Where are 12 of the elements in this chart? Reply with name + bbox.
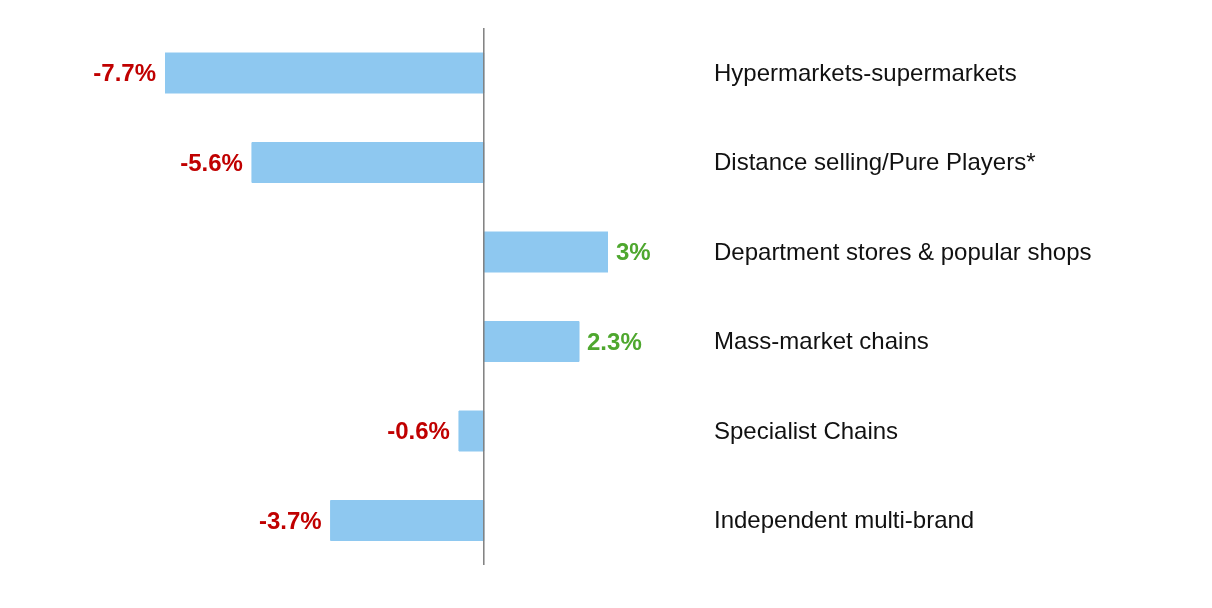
y-tick-label: Distance selling/Pure Players* <box>714 148 1036 176</box>
data-label: 2.3% <box>587 327 642 355</box>
y-tick-label: Mass-market chains <box>714 327 929 355</box>
data-label: -7.7% <box>93 59 156 86</box>
data-label: 3% <box>616 238 651 265</box>
data-label: -0.6% <box>387 417 450 444</box>
data-label: -3.7% <box>258 506 322 534</box>
y-tick-label: Independent multi-brand <box>714 506 975 534</box>
y-tick-label: Department stores & popular shops <box>714 237 1092 265</box>
data-label: -5.6% <box>180 148 243 176</box>
y-tick-label: Specialist Chains <box>714 416 899 444</box>
y-tick-label: Hypermarkets-supermarkets <box>714 58 1017 86</box>
